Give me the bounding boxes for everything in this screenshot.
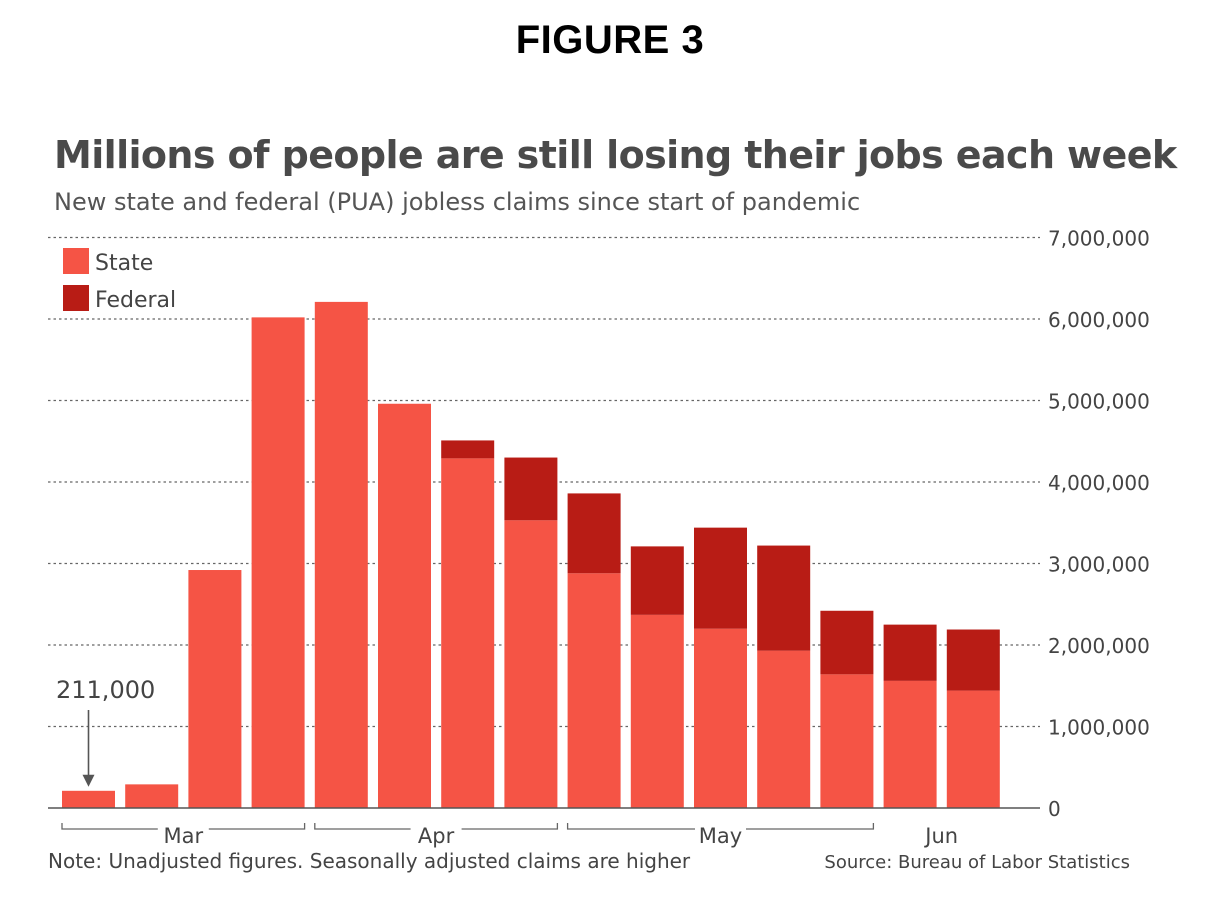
bar-state-0 — [62, 790, 115, 808]
y-tick-label: 4,000,000 — [1048, 471, 1150, 495]
y-tick-label: 6,000,000 — [1048, 308, 1150, 332]
month-label: Jun — [923, 824, 958, 848]
month-bracket-right — [746, 823, 875, 830]
y-tick-label: 1,000,000 — [1048, 716, 1150, 740]
bar-federal-14 — [946, 629, 1000, 691]
bar-federal-13 — [883, 624, 937, 681]
bar-state-9 — [630, 614, 684, 808]
chart-title: Millions of people are still losing thei… — [54, 133, 1177, 177]
legend-swatch-federal — [63, 285, 89, 311]
month-bracket-right — [208, 823, 306, 830]
bar-state-6 — [441, 458, 495, 808]
bar-state-4 — [314, 301, 368, 808]
bar-federal-8 — [567, 493, 621, 574]
source-text: Source: Bureau of Labor Statistics — [824, 852, 1130, 873]
bar-state-3 — [251, 317, 305, 808]
month-bracket-left — [61, 823, 158, 830]
figure-label: FIGURE 3 — [515, 18, 705, 62]
bar-federal-10 — [694, 527, 747, 629]
bar-state-13 — [883, 680, 937, 808]
month-label: Mar — [163, 824, 203, 848]
month-bracket-left — [566, 823, 695, 830]
month-label: May — [699, 824, 742, 848]
y-tick-label: 5,000,000 — [1048, 390, 1150, 414]
legend-label-state: State — [95, 251, 153, 276]
axes: 0 1,000,000 2,000,000 3,000,000 4,000,000 5,0… — [48, 227, 1150, 848]
legend: State Federal — [63, 248, 176, 313]
bar-state-11 — [757, 650, 811, 808]
legend-swatch-state — [63, 248, 89, 274]
annotation-arrow-head — [82, 774, 95, 787]
note-text: Note: Unadjusted figures. Seasonally adj… — [48, 849, 691, 873]
bar-state-14 — [946, 690, 1000, 808]
bar-state-2 — [188, 570, 242, 808]
bar-federal-12 — [820, 610, 874, 675]
bar-state-8 — [567, 573, 621, 808]
bar-state-5 — [378, 403, 431, 808]
bar-state-10 — [694, 628, 747, 808]
month-bracket-right — [461, 823, 559, 830]
annotation: 211,000 — [56, 676, 155, 787]
bar-federal-9 — [630, 546, 684, 615]
footnotes: Note: Unadjusted figures. Seasonally adj… — [48, 849, 1130, 873]
bar-federal-7 — [504, 457, 558, 521]
legend-label-federal: Federal — [95, 288, 176, 313]
chart-subtitle: New state and federal (PUA) jobless clai… — [54, 188, 861, 216]
y-tick-label: 7,000,000 — [1048, 227, 1150, 251]
month-label: Apr — [418, 824, 455, 848]
bar-state-1 — [125, 784, 179, 808]
month-bracket-left — [314, 823, 411, 830]
bar-federal-6 — [441, 440, 495, 459]
y-tick-label: 3,000,000 — [1048, 553, 1150, 577]
y-tick-label: 2,000,000 — [1048, 634, 1150, 658]
bars — [62, 301, 1000, 808]
bar-state-7 — [504, 520, 558, 808]
y-tick-label: 0 — [1048, 797, 1061, 821]
annotation-label: 211,000 — [56, 676, 155, 704]
bar-state-12 — [820, 674, 874, 808]
bar-federal-11 — [757, 545, 811, 651]
